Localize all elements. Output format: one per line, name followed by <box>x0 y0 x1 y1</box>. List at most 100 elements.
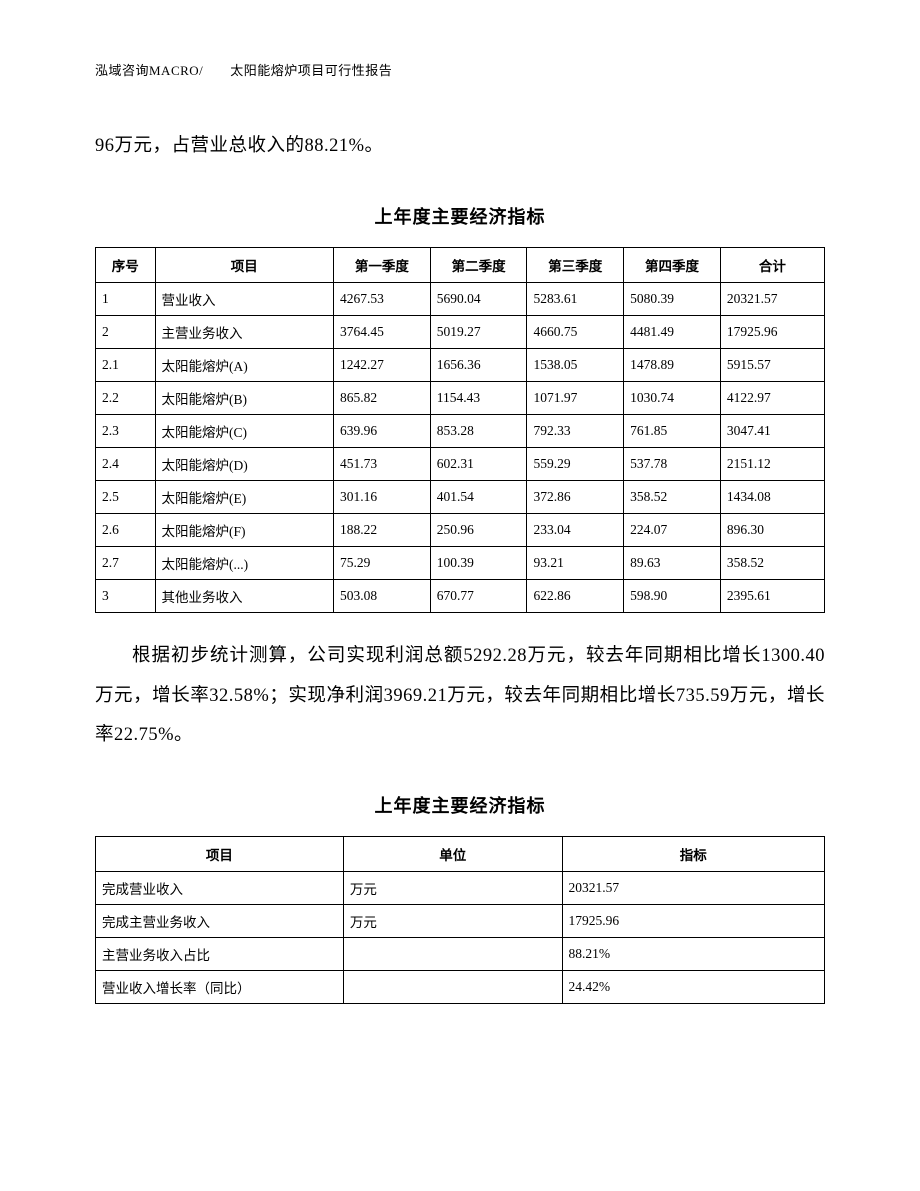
table-row: 完成营业收入万元20321.57 <box>96 872 825 905</box>
th-total: 合计 <box>720 247 824 282</box>
th-seq: 序号 <box>96 247 156 282</box>
table-cell: 主营业务收入占比 <box>96 938 344 971</box>
table-cell: 1 <box>96 282 156 315</box>
table-cell: 250.96 <box>430 513 527 546</box>
th2-item: 项目 <box>96 837 344 872</box>
table-row: 2主营业务收入3764.455019.274660.754481.4917925… <box>96 315 825 348</box>
table-cell: 24.42% <box>562 971 824 1004</box>
table-cell: 2151.12 <box>720 447 824 480</box>
th2-val: 指标 <box>562 837 824 872</box>
table-cell: 营业收入增长率（同比） <box>96 971 344 1004</box>
table-cell: 622.86 <box>527 579 624 612</box>
table-cell: 其他业务收入 <box>155 579 334 612</box>
table-cell <box>343 938 562 971</box>
table-cell: 1538.05 <box>527 348 624 381</box>
table2-title: 上年度主要经济指标 <box>95 792 825 818</box>
page-header: 泓域咨询MACRO/ 太阳能熔炉项目可行性报告 <box>95 60 825 79</box>
table-cell: 太阳能熔炉(A) <box>155 348 334 381</box>
table-cell: 太阳能熔炉(F) <box>155 513 334 546</box>
table-cell: 451.73 <box>334 447 431 480</box>
table-cell: 670.77 <box>430 579 527 612</box>
paragraph-2: 根据初步统计测算，公司实现利润总额5292.28万元，较去年同期相比增长1300… <box>95 637 825 756</box>
table-cell: 2.4 <box>96 447 156 480</box>
table-cell: 88.21% <box>562 938 824 971</box>
table-row: 完成主营业务收入万元17925.96 <box>96 905 825 938</box>
table-cell: 5283.61 <box>527 282 624 315</box>
table-cell: 主营业务收入 <box>155 315 334 348</box>
table1-body: 1营业收入4267.535690.045283.615080.3920321.5… <box>96 282 825 612</box>
table-cell: 75.29 <box>334 546 431 579</box>
th-q2: 第二季度 <box>430 247 527 282</box>
table-cell: 1242.27 <box>334 348 431 381</box>
table-cell: 188.22 <box>334 513 431 546</box>
table-cell: 5019.27 <box>430 315 527 348</box>
table-cell: 太阳能熔炉(E) <box>155 480 334 513</box>
table-cell: 2.2 <box>96 381 156 414</box>
table-cell: 372.86 <box>527 480 624 513</box>
table-row: 营业收入增长率（同比） 24.42% <box>96 971 825 1004</box>
table-cell: 5915.57 <box>720 348 824 381</box>
table-cell: 4267.53 <box>334 282 431 315</box>
table-cell: 20321.57 <box>720 282 824 315</box>
table-cell: 3 <box>96 579 156 612</box>
table-row: 主营业务收入占比 88.21% <box>96 938 825 971</box>
table-cell: 358.52 <box>720 546 824 579</box>
table-row: 2.4太阳能熔炉(D)451.73602.31559.29537.782151.… <box>96 447 825 480</box>
table-cell: 2.6 <box>96 513 156 546</box>
table-cell: 4481.49 <box>624 315 721 348</box>
table-cell: 93.21 <box>527 546 624 579</box>
table-cell: 17925.96 <box>720 315 824 348</box>
table-cell: 1030.74 <box>624 381 721 414</box>
summary-indicator-table: 项目 单位 指标 完成营业收入万元20321.57完成主营业务收入万元17925… <box>95 836 825 1004</box>
table-cell: 3764.45 <box>334 315 431 348</box>
paragraph-1: 96万元，占营业总收入的88.21%。 <box>95 127 825 167</box>
table-cell: 太阳能熔炉(...) <box>155 546 334 579</box>
table-cell: 358.52 <box>624 480 721 513</box>
table-row: 2.7太阳能熔炉(...)75.29100.3993.2189.63358.52 <box>96 546 825 579</box>
table-cell: 896.30 <box>720 513 824 546</box>
table-row: 1营业收入4267.535690.045283.615080.3920321.5… <box>96 282 825 315</box>
th2-unit: 单位 <box>343 837 562 872</box>
table-cell: 853.28 <box>430 414 527 447</box>
th-item: 项目 <box>155 247 334 282</box>
table-cell: 761.85 <box>624 414 721 447</box>
table-cell: 太阳能熔炉(B) <box>155 381 334 414</box>
table-cell: 4122.97 <box>720 381 824 414</box>
table-cell: 万元 <box>343 872 562 905</box>
table-cell: 太阳能熔炉(C) <box>155 414 334 447</box>
table-row: 3其他业务收入503.08670.77622.86598.902395.61 <box>96 579 825 612</box>
table-cell: 2.3 <box>96 414 156 447</box>
table-cell: 1656.36 <box>430 348 527 381</box>
table-cell: 2.5 <box>96 480 156 513</box>
table1-header: 序号 项目 第一季度 第二季度 第三季度 第四季度 合计 <box>96 247 825 282</box>
table-cell: 万元 <box>343 905 562 938</box>
table-cell: 5080.39 <box>624 282 721 315</box>
table-cell: 537.78 <box>624 447 721 480</box>
table-cell: 完成营业收入 <box>96 872 344 905</box>
quarterly-indicator-table: 序号 项目 第一季度 第二季度 第三季度 第四季度 合计 1营业收入4267.5… <box>95 247 825 613</box>
table-cell: 792.33 <box>527 414 624 447</box>
table-cell: 4660.75 <box>527 315 624 348</box>
table-cell: 完成主营业务收入 <box>96 905 344 938</box>
table-cell: 营业收入 <box>155 282 334 315</box>
th-q3: 第三季度 <box>527 247 624 282</box>
table-cell: 301.16 <box>334 480 431 513</box>
table1-header-row: 序号 项目 第一季度 第二季度 第三季度 第四季度 合计 <box>96 247 825 282</box>
table1-title: 上年度主要经济指标 <box>95 203 825 229</box>
table-row: 2.6太阳能熔炉(F)188.22250.96233.04224.07896.3… <box>96 513 825 546</box>
table-cell: 17925.96 <box>562 905 824 938</box>
table-cell: 559.29 <box>527 447 624 480</box>
table-cell <box>343 971 562 1004</box>
table2-header-row: 项目 单位 指标 <box>96 837 825 872</box>
table-cell: 2.1 <box>96 348 156 381</box>
table-cell: 2 <box>96 315 156 348</box>
table-cell: 224.07 <box>624 513 721 546</box>
table-cell: 602.31 <box>430 447 527 480</box>
table2-header: 项目 单位 指标 <box>96 837 825 872</box>
table-cell: 5690.04 <box>430 282 527 315</box>
document-page: 泓域咨询MACRO/ 太阳能熔炉项目可行性报告 96万元，占营业总收入的88.2… <box>0 0 920 1096</box>
table-cell: 2.7 <box>96 546 156 579</box>
th-q1: 第一季度 <box>334 247 431 282</box>
table-row: 2.1太阳能熔炉(A)1242.271656.361538.051478.895… <box>96 348 825 381</box>
table-cell: 20321.57 <box>562 872 824 905</box>
